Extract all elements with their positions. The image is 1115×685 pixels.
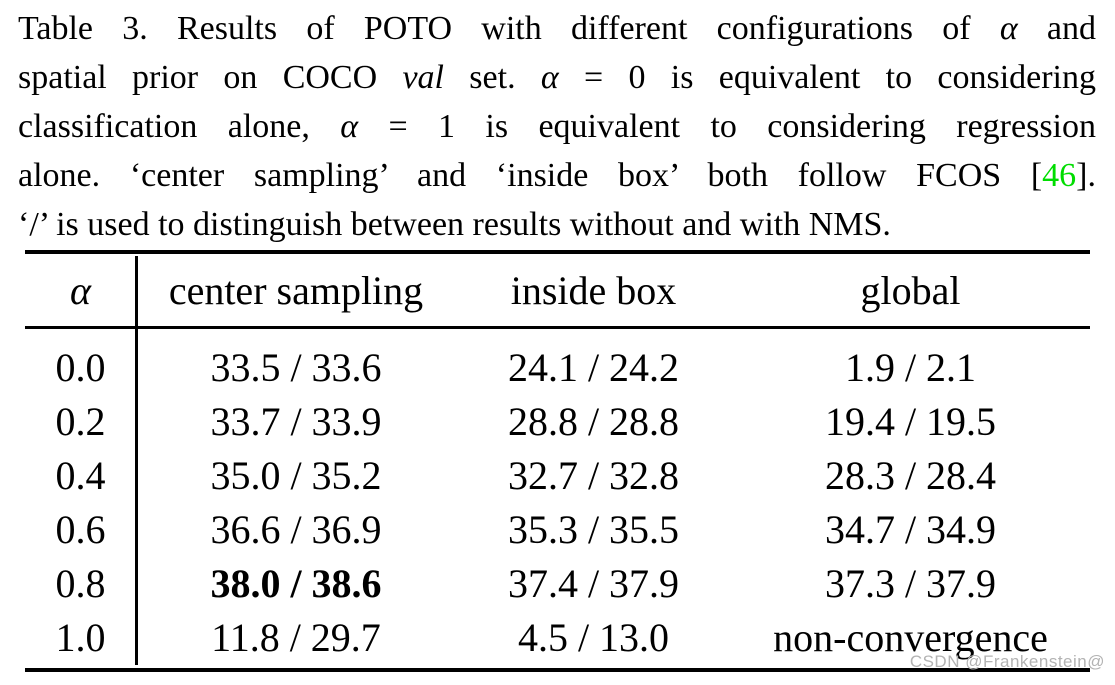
alpha-symbol: α	[340, 108, 359, 145]
table-row: 0.0 33.5 / 33.6 24.1 / 24.2 1.9 / 2.1	[25, 340, 1090, 394]
alpha-value-cell: 1.0	[55, 614, 106, 660]
result-cell: 37.4 / 37.9	[507, 560, 680, 606]
caption-line: alone. ‘center sampling’ and ‘inside box…	[18, 151, 1096, 200]
result-cell: 35.0 / 35.2	[210, 452, 382, 498]
col-header-alpha: α	[70, 267, 91, 313]
result-cell: 36.6 / 36.9	[210, 506, 382, 552]
table-row: 0.2 33.7 / 33.9 28.8 / 28.8 19.4 / 19.5	[25, 394, 1090, 448]
caption-line: Table 3. Results of POTO with different …	[18, 4, 1096, 53]
caption-segment: val	[402, 59, 445, 96]
caption-segment: Table 3. Results of POTO with different …	[18, 10, 1000, 47]
alpha-value-cell: 0.4	[55, 452, 106, 498]
result-cell: 1.9 / 2.1	[844, 344, 977, 390]
result-cell: non-convergence	[773, 614, 1048, 660]
result-cell: 28.8 / 28.8	[507, 398, 680, 444]
csdn-watermark: CSDN @Frankenstein@	[909, 652, 1105, 671]
col-header-center-sampling: center sampling	[168, 267, 424, 313]
caption-segment: = 0 is equivalent to considering	[558, 59, 1096, 96]
table-header-rule	[25, 326, 1090, 329]
alpha-value-cell: 0.6	[55, 506, 106, 552]
result-cell: 19.4 / 19.5	[824, 398, 997, 444]
result-cell: 38.0 / 38.6	[210, 560, 382, 606]
result-cell: 24.1 / 24.2	[507, 344, 680, 390]
caption-segment: spatial prior on COCO	[18, 59, 403, 96]
caption-segment: alone. ‘center sampling’ and ‘inside box…	[18, 157, 1043, 194]
citation-link[interactable]: 46	[1042, 157, 1077, 194]
result-cell: 35.3 / 35.5	[507, 506, 680, 552]
caption-line: classification alone, α = 1 is equivalen…	[18, 102, 1096, 151]
caption-segment: set.	[444, 59, 541, 96]
caption-line: spatial prior on COCO val set. α = 0 is …	[18, 53, 1096, 102]
caption-segment: classification alone,	[18, 108, 341, 145]
result-cell: 32.7 / 32.8	[507, 452, 680, 498]
caption-segment: ‘/’ is used to distinguish between resul…	[18, 206, 891, 243]
alpha-symbol: α	[540, 59, 559, 96]
alpha-symbol: α	[999, 10, 1018, 47]
caption-segment: and	[1017, 10, 1097, 47]
result-cell: 33.7 / 33.9	[210, 398, 382, 444]
table-row: 1.0 11.8 / 29.7 4.5 / 13.0 non-convergence	[25, 610, 1090, 664]
table-caption: Table 3. Results of POTO with different …	[18, 4, 1096, 249]
table-bottom-rule	[25, 668, 1090, 672]
table-header-row: α center sampling inside box global	[25, 254, 1090, 326]
result-cell: 37.3 / 37.9	[824, 560, 997, 606]
caption-segment: = 1 is equivalent to considering regress…	[358, 108, 1096, 145]
result-cell: 11.8 / 29.7	[211, 614, 381, 660]
result-cell: 33.5 / 33.6	[210, 344, 382, 390]
table-row: 0.6 36.6 / 36.9 35.3 / 35.5 34.7 / 34.9	[25, 502, 1090, 556]
result-cell: 34.7 / 34.9	[824, 506, 997, 552]
alpha-value-cell: 0.0	[55, 344, 106, 390]
table-body: 0.0 33.5 / 33.6 24.1 / 24.2 1.9 / 2.1 0.2 33.…	[25, 329, 1090, 668]
caption-line: ‘/’ is used to distinguish between resul…	[18, 200, 1096, 249]
results-table: α center sampling inside box global 0.0 33.5…	[25, 250, 1090, 672]
result-cell: 28.3 / 28.4	[824, 452, 997, 498]
table-top-rule	[25, 250, 1090, 254]
alpha-value-cell: 0.2	[55, 398, 106, 444]
result-cell: 4.5 / 13.0	[517, 614, 670, 660]
col-header-global: global	[860, 267, 961, 313]
table-row: 0.4 35.0 / 35.2 32.7 / 32.8 28.3 / 28.4	[25, 448, 1090, 502]
col-header-inside-box: inside box	[510, 267, 677, 313]
table-row: 0.8 38.0 / 38.6 37.4 / 37.9 37.3 / 37.9	[25, 556, 1090, 610]
alpha-value-cell: 0.8	[55, 560, 106, 606]
caption-segment: ].	[1076, 157, 1096, 194]
table-vertical-rule	[135, 256, 138, 665]
